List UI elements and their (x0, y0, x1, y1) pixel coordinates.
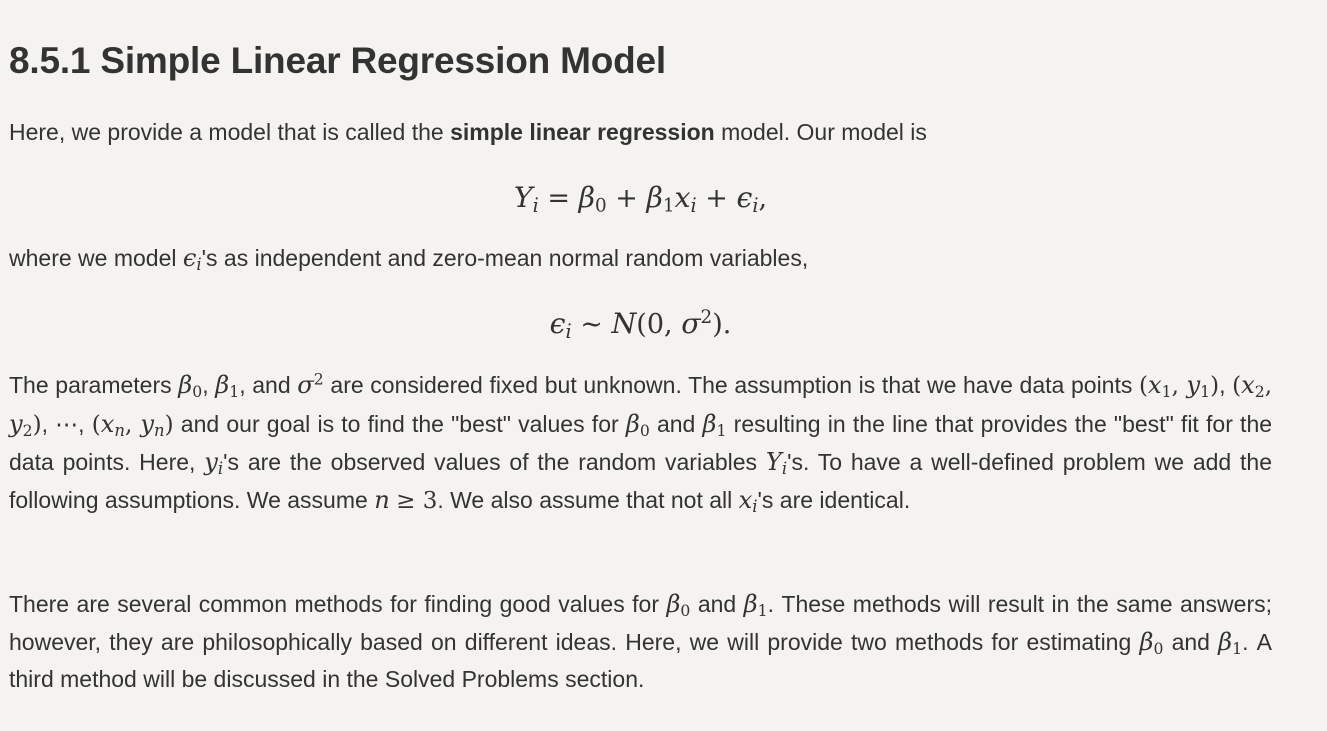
bold-term: simple linear regression (450, 119, 715, 145)
errors-text-end: 's as independent and zero-mean normal r… (201, 245, 809, 271)
intro-text-start: Here, we provide a model that is called … (9, 119, 451, 145)
error-distribution-equation: ϵi ∼ N(0, σ2). (549, 306, 732, 343)
errors-paragraph: where we model ϵi's as independent and z… (9, 244, 809, 275)
section-heading: 8.5.1 Simple Linear Regression Model (9, 40, 666, 81)
errors-text-start: where we model (9, 245, 183, 271)
model-equation: Yi = β0 + β1xi + ϵi, (513, 181, 768, 217)
intro-text-end: model. Our model is (714, 119, 927, 145)
parameters-paragraph: The parameters β0, β1, and σ2 are consid… (9, 369, 1273, 516)
intro-paragraph: Here, we provide a model that is called … (9, 117, 1272, 147)
methods-paragraph: There are several common methods for fin… (9, 590, 1273, 692)
